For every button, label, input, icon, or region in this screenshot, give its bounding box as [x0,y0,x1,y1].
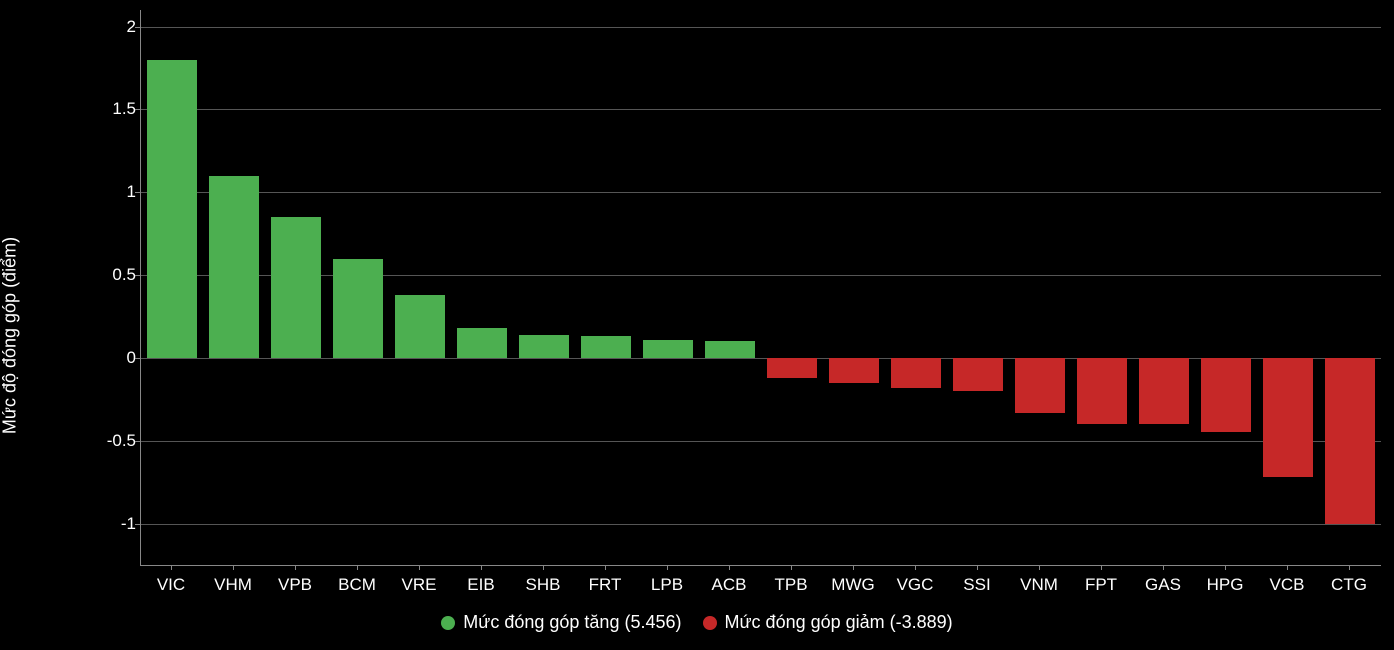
y-tick-label: 0 [86,348,136,368]
x-tick-label: LPB [651,575,683,595]
plot-area [140,10,1381,566]
x-tick-mark [481,565,482,570]
y-tick-label: -0.5 [86,431,136,451]
x-tick-label: FPT [1085,575,1117,595]
bar-FPT [1077,358,1128,424]
bar-EIB [457,328,508,358]
x-tick-label: HPG [1207,575,1244,595]
legend-label-positive: Mức đóng góp tăng (5.456) [463,612,681,633]
x-tick-mark [729,565,730,570]
x-tick-mark [295,565,296,570]
bar-VCB [1263,358,1314,477]
bar-BCM [333,259,384,358]
x-tick-mark [1039,565,1040,570]
x-tick-label: BCM [338,575,376,595]
x-tick-label: VHM [214,575,252,595]
bars-layer [141,10,1381,565]
y-tick-label: 1.5 [86,99,136,119]
legend-item-positive: Mức đóng góp tăng (5.456) [441,612,681,633]
legend-label-negative: Mức đóng góp giảm (-3.889) [725,612,953,633]
x-tick-mark [791,565,792,570]
x-tick-mark [1101,565,1102,570]
x-tick-mark [1225,565,1226,570]
bar-TPB [767,358,818,378]
x-tick-mark [915,565,916,570]
x-tick-label: VRE [402,575,437,595]
legend-marker-negative-icon [703,616,717,630]
y-tick-label: -1 [86,514,136,534]
x-tick-label: EIB [467,575,494,595]
contribution-chart: Mức độ đóng góp (điểm) -1 -0.5 0 0.5 1 1.5 2 V… [0,0,1394,650]
x-tick-label: TPB [774,575,807,595]
x-tick-mark [1349,565,1350,570]
x-tick-mark [357,565,358,570]
bar-VGC [891,358,942,388]
x-tick-mark [233,565,234,570]
bar-VHM [209,176,260,358]
x-tick-label: SSI [963,575,990,595]
bar-GAS [1139,358,1190,424]
bar-SSI [953,358,1004,391]
x-tick-mark [1163,565,1164,570]
bar-LPB [643,340,694,358]
x-tick-label: VPB [278,575,312,595]
x-tick-label: MWG [831,575,874,595]
y-tick-label: 2 [86,17,136,37]
x-tick-label: VGC [897,575,934,595]
bar-HPG [1201,358,1252,433]
y-axis-label: Mức độ đóng góp (điểm) [0,237,21,434]
bar-VPB [271,217,322,358]
bar-VIC [147,60,198,358]
bar-VNM [1015,358,1066,413]
bar-MWG [829,358,880,383]
x-tick-mark [419,565,420,570]
x-tick-label: GAS [1145,575,1181,595]
bar-SHB [519,335,570,358]
bar-VRE [395,295,446,358]
y-tick-label: 1 [86,182,136,202]
bar-CTG [1325,358,1376,524]
x-tick-mark [1287,565,1288,570]
x-tick-mark [853,565,854,570]
x-tick-label: SHB [526,575,561,595]
x-tick-mark [543,565,544,570]
x-tick-label: CTG [1331,575,1367,595]
legend-marker-positive-icon [441,616,455,630]
x-tick-label: ACB [712,575,747,595]
x-tick-mark [977,565,978,570]
x-tick-mark [171,565,172,570]
bar-ACB [705,341,756,358]
legend: Mức đóng góp tăng (5.456) Mức đóng góp g… [0,612,1394,635]
x-tick-label: FRT [589,575,622,595]
x-tick-label: VIC [157,575,185,595]
bar-FRT [581,336,632,358]
x-tick-mark [667,565,668,570]
legend-item-negative: Mức đóng góp giảm (-3.889) [703,612,953,633]
y-tick-label: 0.5 [86,265,136,285]
x-tick-label: VNM [1020,575,1058,595]
x-tick-mark [605,565,606,570]
x-tick-label: VCB [1270,575,1305,595]
